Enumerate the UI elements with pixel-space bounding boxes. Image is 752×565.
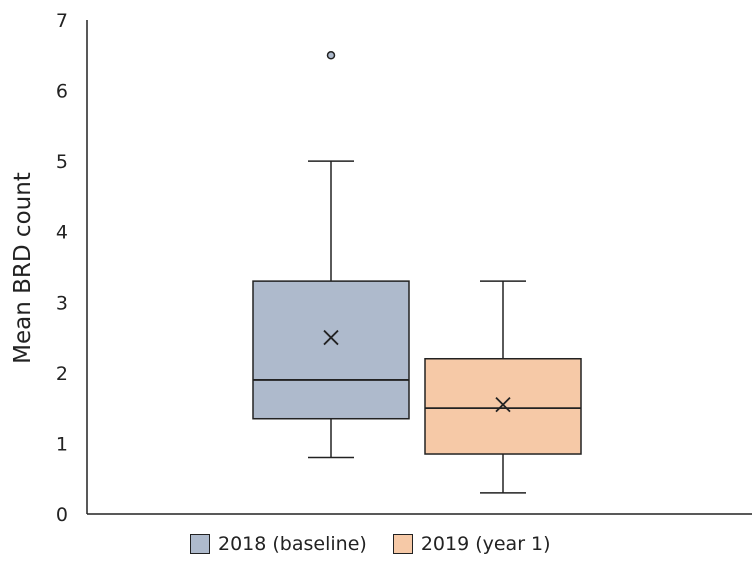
legend-item-2019: 2019 (year 1) bbox=[392, 533, 551, 555]
y-tick-label: 7 bbox=[56, 10, 68, 32]
y-tick-label: 4 bbox=[56, 222, 68, 244]
legend-swatch-2018 bbox=[190, 534, 210, 554]
iqr-box bbox=[252, 280, 410, 420]
y-tick-label: 5 bbox=[56, 151, 68, 173]
iqr-box bbox=[424, 357, 582, 455]
y-tick-label: 2 bbox=[56, 363, 68, 385]
y-tick-label: 0 bbox=[56, 504, 68, 526]
legend-item-2018: 2018 (baseline) bbox=[190, 533, 367, 555]
mean-marker-stroke-b bbox=[323, 329, 339, 346]
box-series bbox=[252, 51, 582, 494]
y-tick-label: 6 bbox=[56, 81, 68, 103]
box-group-1 bbox=[424, 280, 582, 494]
legend: 2018 (baseline) 2019 (year 1) bbox=[190, 533, 551, 555]
y-axis: 0 1 2 3 4 5 6 7 bbox=[56, 10, 88, 526]
legend-swatch-2019 bbox=[392, 534, 413, 554]
y-tick-label: 1 bbox=[56, 433, 68, 455]
y-axis-label: Mean BRD count bbox=[10, 172, 36, 364]
legend-label-2019: 2019 (year 1) bbox=[420, 533, 551, 555]
box-group-0 bbox=[252, 51, 410, 459]
outlier-point bbox=[326, 51, 336, 60]
y-tick-label: 3 bbox=[56, 292, 68, 314]
mean-marker-stroke-b bbox=[495, 396, 511, 413]
legend-label-2018: 2018 (baseline) bbox=[218, 533, 367, 555]
